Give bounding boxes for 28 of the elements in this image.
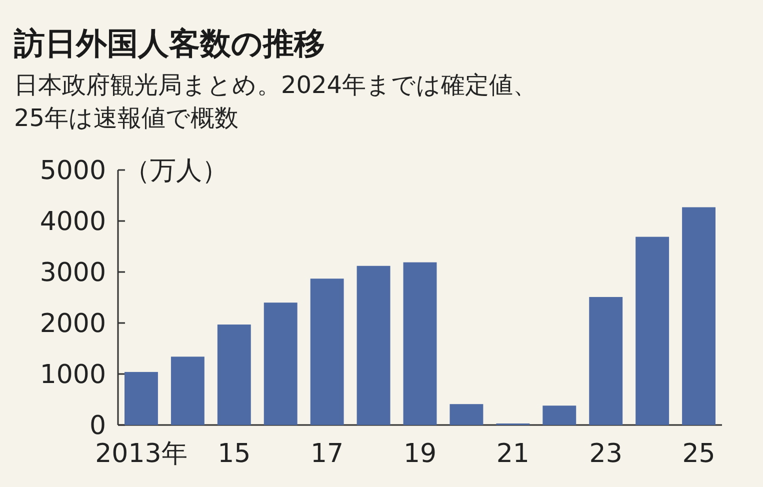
y-tick-label: 1000: [40, 360, 106, 390]
x-tick-label: 2013年: [95, 439, 188, 469]
bar: [124, 372, 158, 425]
y-tick-label: 4000: [40, 207, 106, 237]
y-tick-label: 0: [89, 411, 106, 441]
chart-subtitle: 日本政府観光局まとめ。2024年までは確定値、25年は速報値で概数: [14, 71, 538, 132]
bar: [356, 266, 390, 425]
y-axis-title: （万人）: [124, 156, 228, 186]
bar: [682, 207, 716, 425]
y-tick-label: 3000: [40, 258, 106, 288]
y-tick-label: 2000: [40, 309, 106, 339]
x-tick-label: 19: [403, 439, 437, 469]
bar: [310, 278, 344, 425]
y-tick-label: 5000: [40, 156, 106, 186]
bar: [636, 236, 670, 425]
bar: [542, 406, 576, 425]
bar: [264, 302, 298, 425]
bar: [170, 356, 204, 425]
bar: [589, 296, 623, 425]
chart-title: 訪日外国人客数の推移: [13, 26, 325, 62]
x-tick-label: 25: [682, 439, 716, 469]
x-tick-label: 15: [218, 439, 251, 469]
x-tick-label: 23: [589, 439, 622, 469]
x-tick-label: 17: [310, 439, 344, 469]
bar: [403, 262, 437, 425]
bar: [450, 404, 484, 425]
bar: [217, 324, 251, 425]
x-tick-label: 21: [496, 439, 530, 469]
